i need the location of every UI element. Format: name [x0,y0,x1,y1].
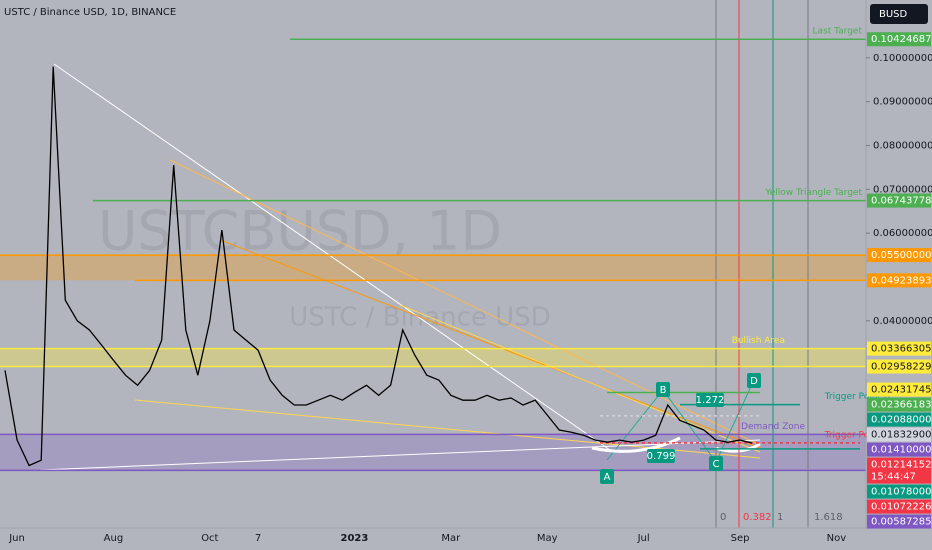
fib-label: 1 [777,512,783,523]
price-badge [867,457,931,484]
price [4,66,753,467]
y-tick-label: 0.09000000 [873,97,932,108]
level-text: Last Target [813,27,863,37]
point-label: B [660,385,667,396]
x-tick-label: Nov [827,533,847,544]
price-badge [867,273,931,288]
x-tick-label: Mar [441,533,461,544]
point-badge [656,382,670,397]
price-badge [867,248,931,263]
price-badge [867,341,931,356]
level-text: Bullish Area [732,336,785,346]
zone [0,255,866,281]
trend-lines [39,63,761,471]
ratio-label: 1.272 [696,395,725,406]
price-badge [867,359,931,374]
chart-title: USTC / Binance USD, 1D, BINANCE [4,7,176,18]
level-text: Yellow Triangle Target [764,188,862,198]
fib-label: 0.382 [743,512,772,523]
price-badge-label: 0.00587285 [871,517,931,528]
price-badge-label: 0.02958229 [871,361,931,372]
point-label: A [604,472,611,483]
y-tick-label: 0.08000000 [873,141,932,152]
price-badge-label: 0.01832900 [871,430,931,441]
trend-line [53,63,611,451]
trend-line [39,439,761,471]
level-text: Trigger Point C [824,430,890,440]
level-text: Trigger Point B [824,392,890,402]
price-badge [867,499,931,514]
price-badge [867,442,931,457]
x-tick-label: Sep [731,533,750,544]
pattern-points: A B C D 1.272 0.799 [600,373,761,484]
trend-line [169,159,761,446]
currency-button[interactable] [870,4,928,24]
level-text: Demand Zone [741,422,805,432]
levels: Last Target Yellow Triangle Target Bullish… [0,27,890,472]
point-badge [709,456,723,471]
price-badge [867,397,931,412]
price-badge-label: 0.01410000 [871,445,931,456]
y-tick-label: 0.06000000 [873,228,932,239]
bands [0,255,866,471]
price-badge [867,32,931,47]
y-tick-label: 0.10000000 [873,53,932,64]
ratio-badge [696,393,724,407]
x-tick-label: 7 [255,533,261,544]
point-label: D [750,376,758,387]
price-line [4,66,753,467]
trend-line [219,239,761,449]
x-tick-label: Jun [8,533,25,544]
point-label: C [713,459,720,470]
pattern-line [606,379,755,463]
countdown: 15:44:47 [871,472,916,483]
price-badge-label: 0.04923893 [871,275,931,286]
watermark: USTCBUSD, 1D [98,200,502,263]
price-badge [867,514,931,529]
price-badge-label: 0.02431745 [871,385,931,396]
x-tick-label: Jul [637,533,650,544]
ratio-label: 0.799 [647,451,676,462]
y-tick-label: 0.07000000 [873,184,932,195]
currency-label[interactable]: BUSD [879,9,908,20]
price-badge-label: 0.02366183 [871,400,931,411]
price-badge-label: 0.10424687 [871,34,931,45]
price-badge [867,484,931,499]
price-badge-label: 0.05500000 [871,250,931,261]
price-badge [867,412,931,427]
point-badge [747,373,761,388]
price-badge [867,427,931,442]
fib-label: 1.618 [814,512,843,523]
curve [591,436,681,453]
trend-line [399,304,761,453]
zone [0,348,866,367]
price-badge [867,382,931,397]
x-tick-label: Oct [201,533,218,544]
point-badge [600,469,614,484]
price-badge-label: 0.01078000 [871,487,931,498]
x-tick-label: 2023 [341,533,369,544]
price-badge-label: 0.03366305 [871,344,931,355]
price-badge [867,193,931,208]
ratio-badge [647,449,675,463]
x-tick-label: Aug [104,533,124,544]
price-badge-label: 0.06743778 [871,196,931,207]
fib-label: 0 [720,512,726,523]
x-tick-label: May [537,533,558,544]
price-badge-label: 0.01072226 [871,502,931,513]
y-tick-label: 0.04000000 [873,316,932,327]
price-badges: 0.10424687 0.06743778 0.05500000 0.04923893… [867,32,931,529]
y-axis: 0.10000000 0.09000000 0.08000000 0.07000000… [866,53,932,327]
price-badge-label: 0.01214152 [871,460,931,471]
price-badge-label: 0.02088000 [871,415,931,426]
